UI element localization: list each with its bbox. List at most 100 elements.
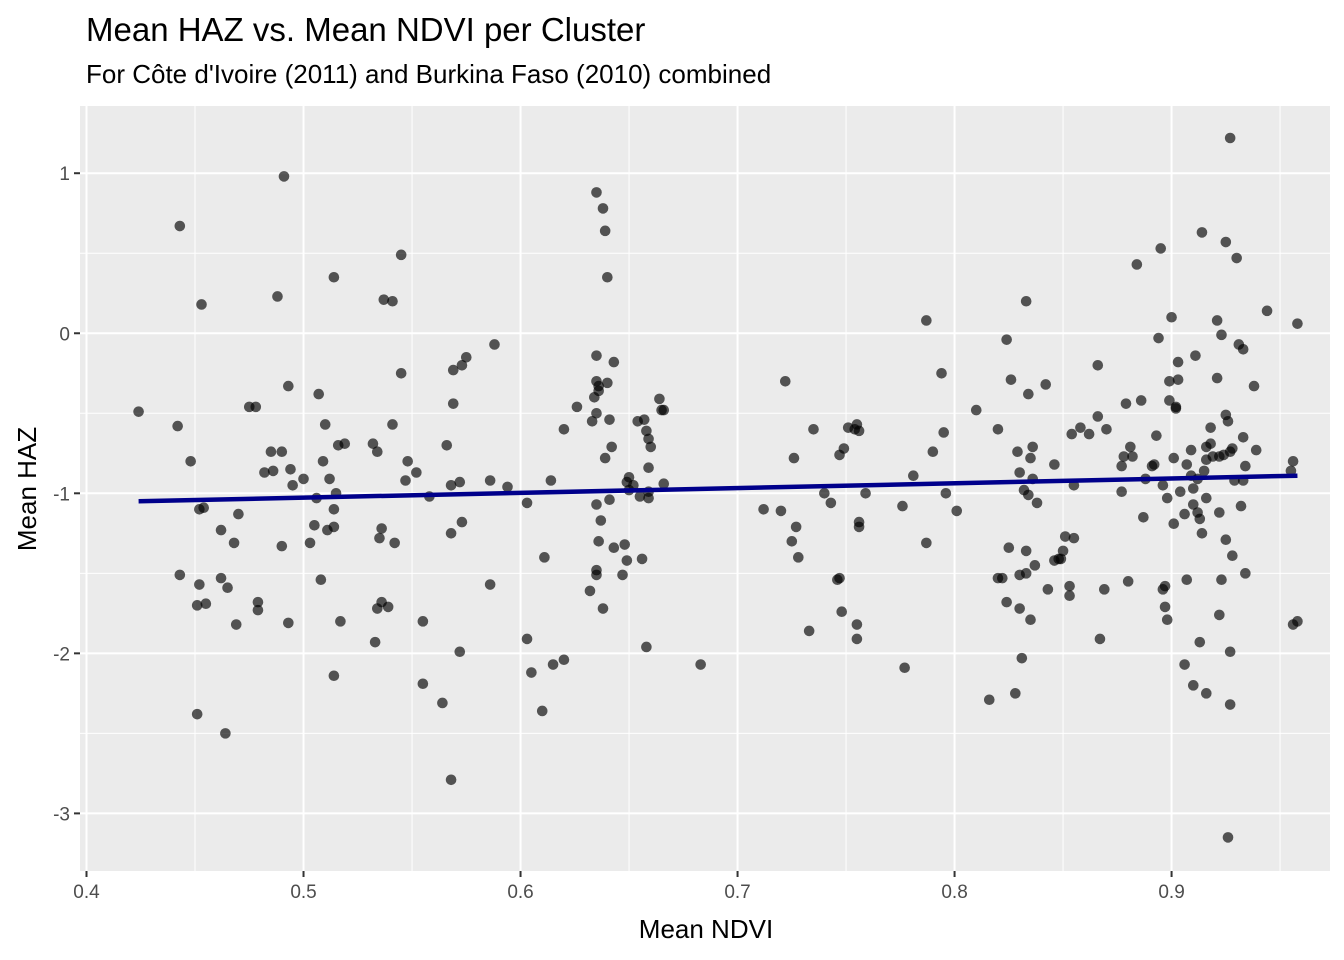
data-point xyxy=(283,617,294,629)
data-point xyxy=(897,500,908,512)
data-point xyxy=(623,471,635,483)
data-point xyxy=(602,377,613,389)
data-point xyxy=(133,406,144,417)
data-point xyxy=(1187,680,1199,691)
data-point xyxy=(695,659,706,670)
data-point xyxy=(1092,411,1104,422)
data-point xyxy=(1161,492,1173,504)
data-point xyxy=(1231,252,1242,264)
data-point xyxy=(1187,499,1199,510)
data-point xyxy=(259,467,270,478)
data-point xyxy=(1010,688,1021,699)
data-point xyxy=(1138,512,1149,523)
data-point xyxy=(272,291,283,302)
data-point xyxy=(1287,455,1299,467)
data-point xyxy=(1020,568,1032,579)
data-point xyxy=(1172,356,1184,368)
data-point xyxy=(853,521,865,533)
data-point xyxy=(1214,609,1225,621)
data-point xyxy=(395,249,407,261)
data-point xyxy=(1166,311,1177,323)
data-point xyxy=(191,708,203,720)
data-point xyxy=(267,465,279,477)
data-point xyxy=(1040,379,1052,390)
data-point xyxy=(1148,459,1160,470)
data-point xyxy=(1190,350,1201,361)
data-point xyxy=(1170,403,1182,414)
data-point xyxy=(1205,422,1216,433)
x-tick-label: 0.7 xyxy=(724,882,750,903)
data-point xyxy=(372,446,383,457)
data-point xyxy=(599,452,611,464)
data-point xyxy=(608,542,620,554)
data-point xyxy=(369,636,381,648)
data-point xyxy=(1222,415,1234,427)
data-point xyxy=(174,569,186,581)
data-point xyxy=(1240,460,1251,472)
data-point xyxy=(1001,334,1012,345)
data-point xyxy=(1094,633,1106,645)
data-point xyxy=(191,600,203,611)
data-point xyxy=(215,572,227,584)
data-point xyxy=(1237,431,1249,443)
data-point xyxy=(489,339,500,350)
data-point xyxy=(328,521,340,533)
data-point xyxy=(645,441,657,453)
data-point xyxy=(1005,374,1017,385)
data-point xyxy=(521,497,533,509)
data-point xyxy=(215,524,227,536)
data-point xyxy=(1064,590,1075,602)
data-point xyxy=(1118,451,1130,462)
data-point xyxy=(1159,601,1171,613)
data-point xyxy=(536,705,548,717)
data-point xyxy=(921,315,932,326)
data-point xyxy=(899,662,910,674)
data-point xyxy=(1214,507,1225,518)
data-point xyxy=(1016,652,1028,664)
data-point xyxy=(1055,553,1067,565)
data-point xyxy=(454,646,466,658)
data-point xyxy=(328,504,340,515)
data-point xyxy=(793,552,804,563)
data-point xyxy=(395,367,407,379)
data-point xyxy=(599,225,611,237)
data-point xyxy=(339,438,351,449)
data-point xyxy=(382,601,394,613)
data-point xyxy=(315,574,327,586)
data-point xyxy=(1101,423,1112,435)
data-point xyxy=(808,423,819,435)
data-point xyxy=(417,678,429,690)
data-point xyxy=(1168,518,1180,530)
data-point xyxy=(836,606,848,618)
data-point xyxy=(860,488,871,499)
data-point xyxy=(1179,659,1190,670)
data-point xyxy=(1025,614,1036,626)
data-point xyxy=(1196,528,1208,539)
data-point xyxy=(1187,483,1199,494)
data-point xyxy=(1164,395,1175,406)
data-point xyxy=(1220,236,1232,248)
data-point xyxy=(276,540,288,552)
data-point xyxy=(1125,441,1136,453)
data-point xyxy=(1014,467,1025,478)
x-tick-label: 0.8 xyxy=(941,882,967,903)
data-point xyxy=(521,633,533,645)
data-point xyxy=(328,670,340,682)
y-tick-label: 1 xyxy=(59,164,70,185)
data-points xyxy=(133,132,1303,843)
data-point xyxy=(997,572,1008,584)
data-point xyxy=(1059,531,1071,542)
data-point xyxy=(927,446,939,457)
data-point xyxy=(1292,318,1303,329)
data-point xyxy=(597,203,609,214)
data-point xyxy=(198,502,209,514)
data-point xyxy=(851,633,863,645)
data-point xyxy=(938,427,950,438)
data-point xyxy=(1235,500,1247,512)
data-point xyxy=(908,470,919,481)
data-point xyxy=(283,380,294,392)
data-point xyxy=(276,446,288,457)
data-point xyxy=(460,351,472,363)
data-point xyxy=(758,504,769,515)
